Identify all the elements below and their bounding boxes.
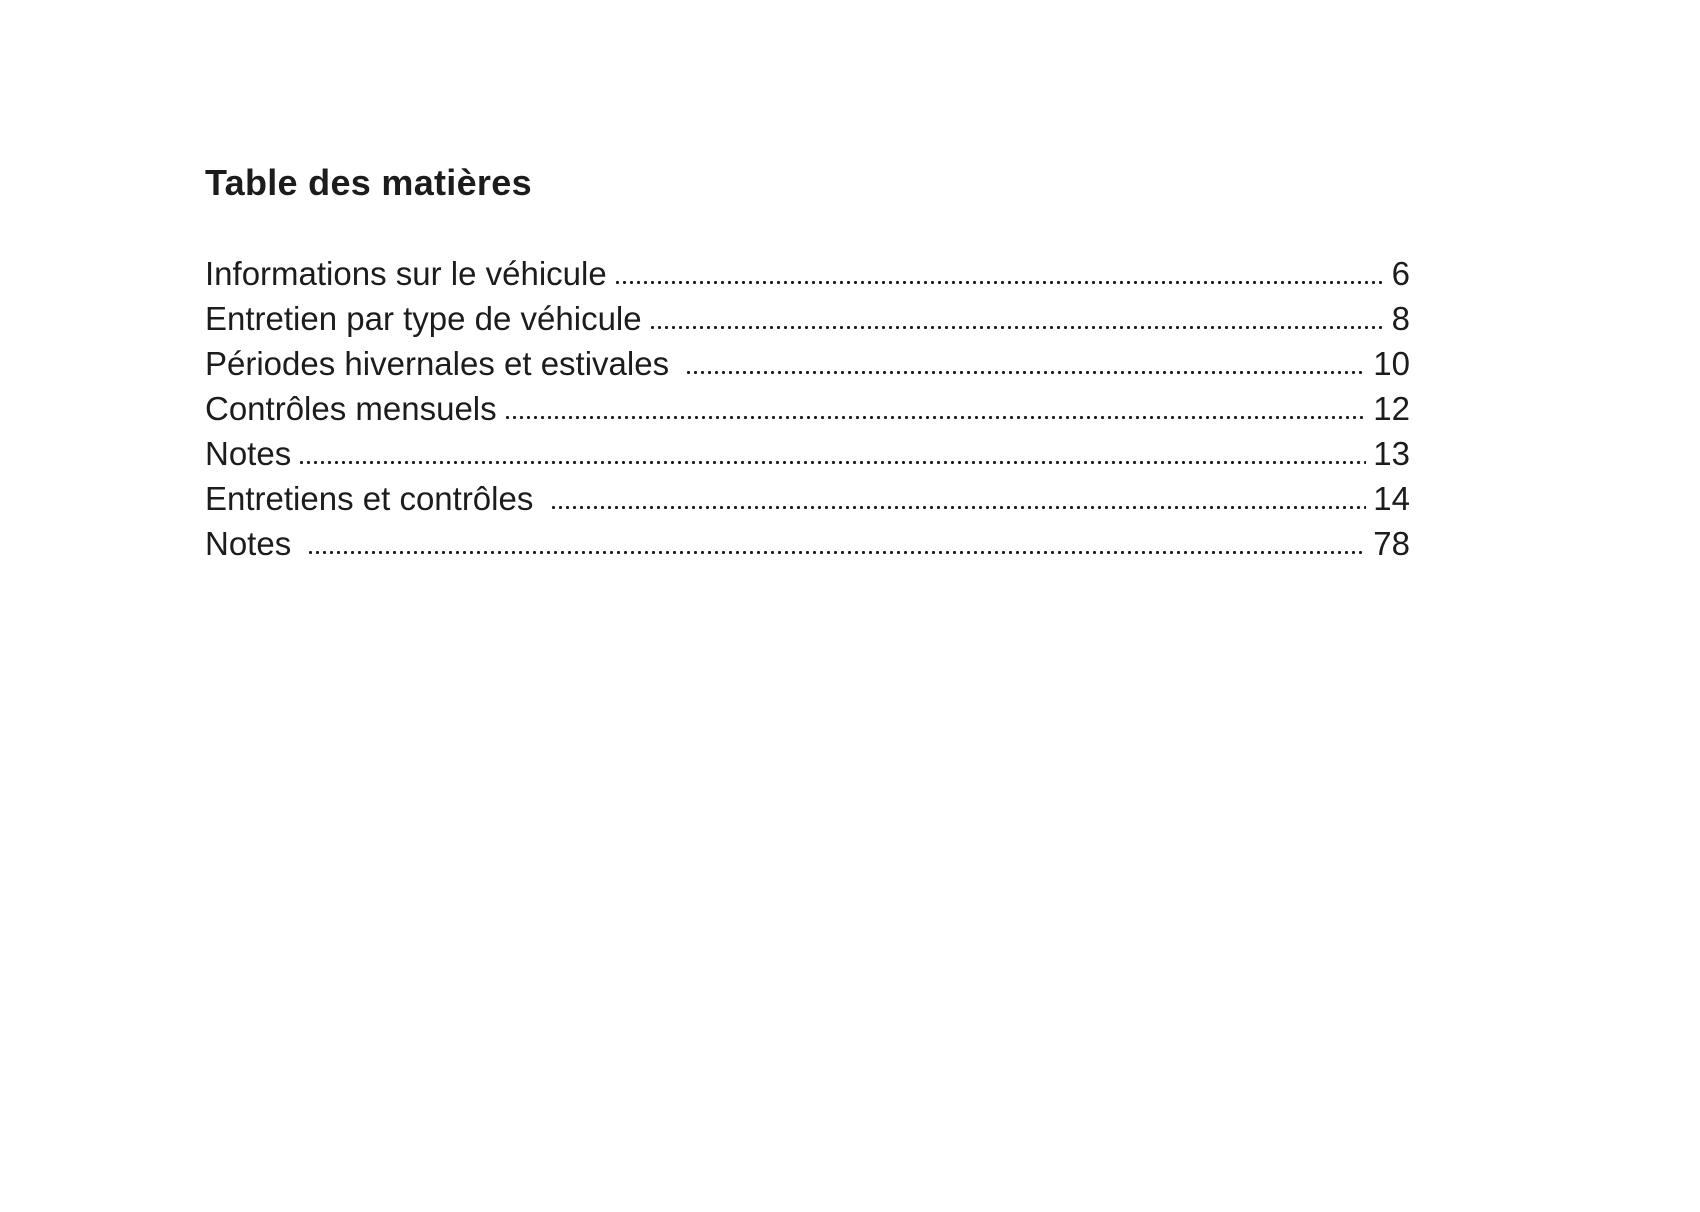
toc-entry-page-number: 6 <box>1391 255 1410 292</box>
toc-entry-page-number: 10 <box>1373 345 1410 382</box>
dot-leader <box>685 370 1367 375</box>
toc-entry-page-number: 14 <box>1373 480 1410 517</box>
toc-entry-label: Entretien par type de véhicule <box>205 300 642 337</box>
toc-entry-page-number: 8 <box>1391 300 1410 337</box>
dot-leader <box>307 550 1367 555</box>
dot-leader <box>613 280 1385 285</box>
toc-entry-label: Contrôles mensuels <box>205 390 497 427</box>
toc-entry-label: Entretiens et contrôles <box>205 480 543 517</box>
dot-leader <box>648 325 1385 330</box>
toc-entry: Entretien par type de véhicule 8 <box>205 296 1410 341</box>
toc-entry-label: Notes <box>205 525 301 562</box>
toc-entry: Notes 13 <box>205 431 1410 476</box>
toc-entry-label: Périodes hivernales et estivales <box>205 345 679 382</box>
toc-entry-label: Notes <box>205 435 292 472</box>
toc-entry-page-number: 78 <box>1373 525 1410 562</box>
table-of-contents: Informations sur le véhicule 6 Entretien… <box>205 251 1410 566</box>
toc-entry: Informations sur le véhicule 6 <box>205 251 1410 296</box>
dot-leader <box>503 415 1367 420</box>
toc-entry-page-number: 13 <box>1373 435 1410 472</box>
page-title: Table des matières <box>205 162 532 203</box>
toc-entry: Entretiens et contrôles 14 <box>205 476 1410 521</box>
toc-entry: Notes 78 <box>205 521 1410 566</box>
toc-entry-label: Informations sur le véhicule <box>205 255 607 292</box>
toc-entry: Périodes hivernales et estivales 10 <box>205 341 1410 386</box>
dot-leader <box>298 460 1367 465</box>
toc-entry: Contrôles mensuels 12 <box>205 386 1410 431</box>
dot-leader <box>549 505 1367 510</box>
toc-entry-page-number: 12 <box>1373 390 1410 427</box>
